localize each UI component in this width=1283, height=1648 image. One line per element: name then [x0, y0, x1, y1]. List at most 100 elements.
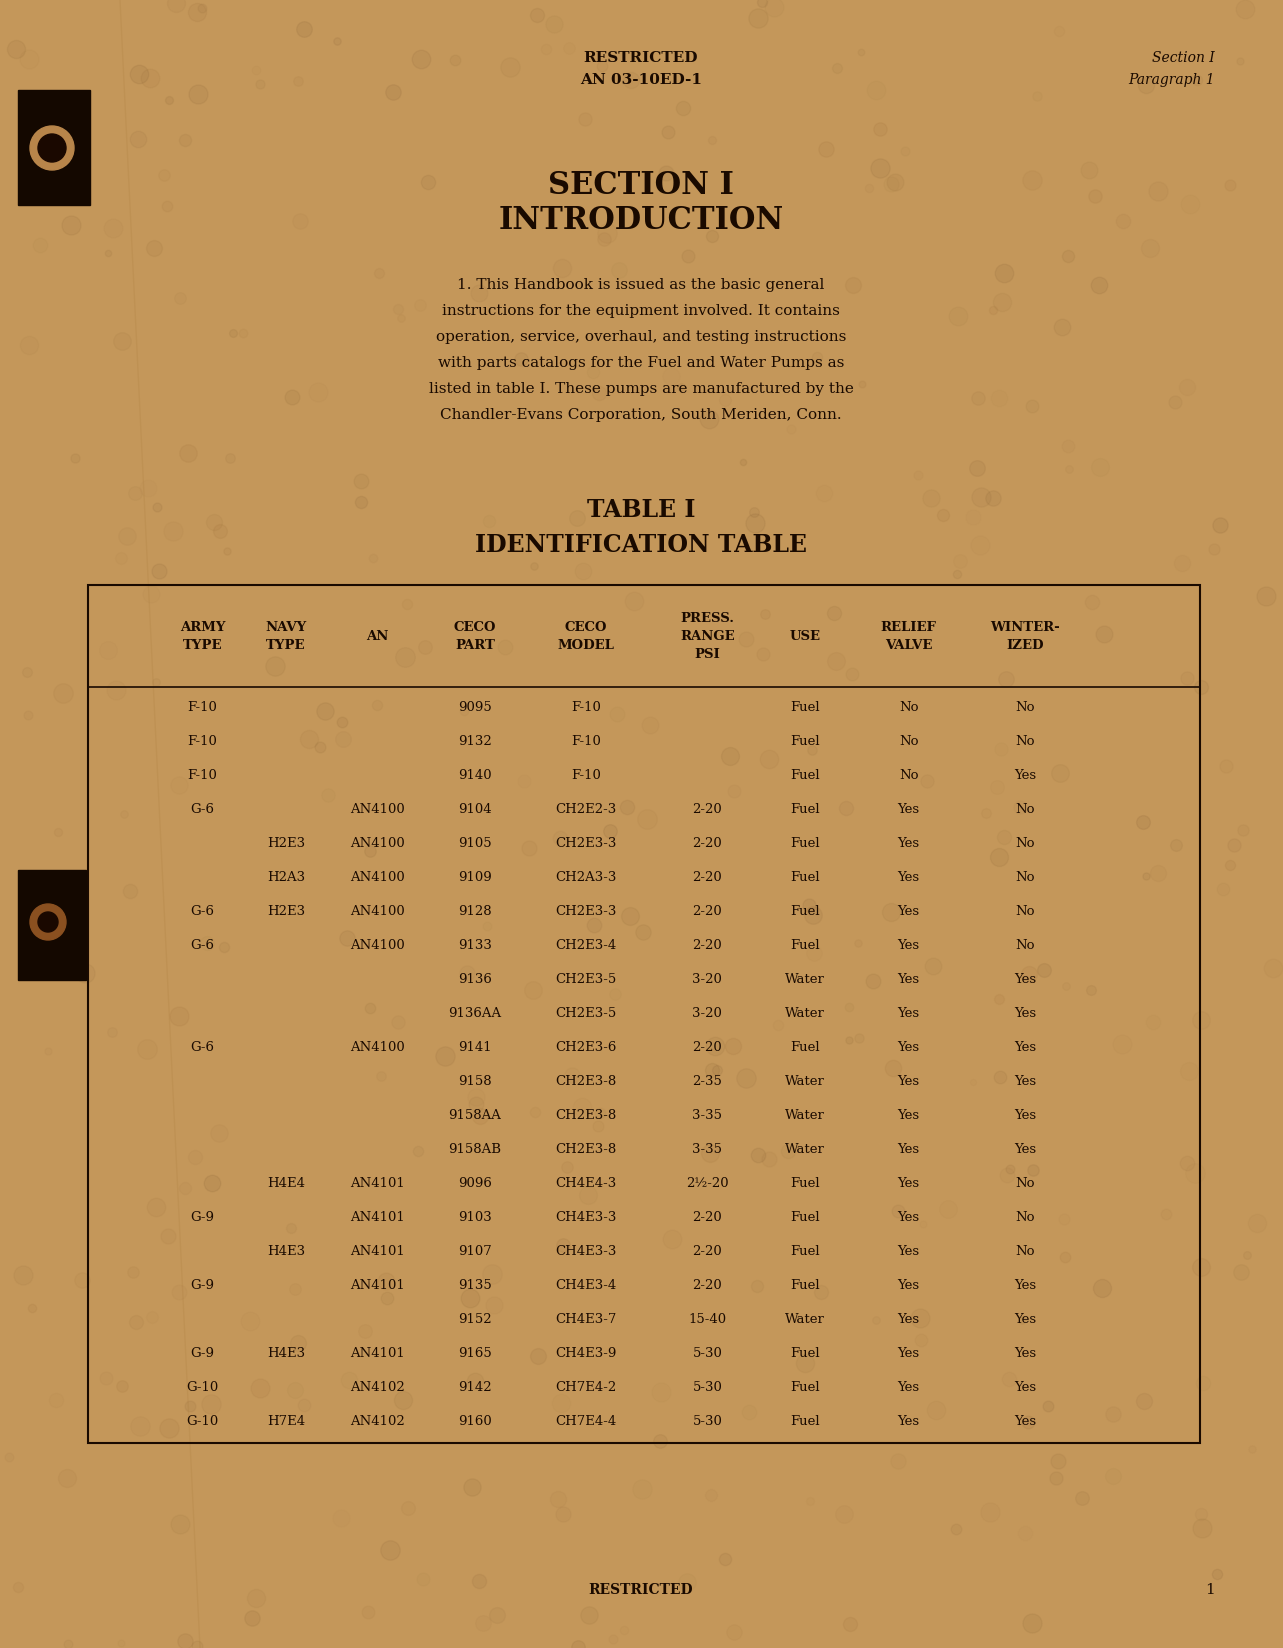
Point: [938, 1196, 958, 1223]
Point: [744, 511, 765, 537]
Point: [704, 1033, 725, 1060]
Point: [1048, 18, 1069, 44]
Point: [748, 5, 769, 31]
Point: [1017, 1409, 1038, 1435]
Point: [639, 712, 659, 738]
Point: [1052, 313, 1073, 339]
Point: [983, 297, 1003, 323]
Point: [409, 292, 430, 318]
Text: Yes: Yes: [898, 1381, 920, 1394]
Point: [395, 644, 416, 671]
Point: [249, 71, 269, 97]
Text: H7E4: H7E4: [267, 1416, 305, 1427]
Point: [159, 1416, 180, 1442]
Point: [1057, 433, 1078, 460]
Point: [588, 1112, 608, 1139]
Point: [122, 1259, 142, 1285]
Text: 9132: 9132: [458, 735, 491, 748]
Text: Yes: Yes: [898, 837, 920, 850]
Text: Fuel: Fuel: [790, 735, 820, 748]
Text: 9158AA: 9158AA: [449, 1109, 502, 1122]
Point: [241, 1605, 262, 1632]
Point: [1135, 862, 1156, 888]
Text: CH2A3-3: CH2A3-3: [556, 870, 617, 883]
Text: Yes: Yes: [1015, 1346, 1037, 1360]
Circle shape: [30, 905, 65, 939]
Point: [658, 119, 679, 145]
Point: [1224, 832, 1245, 859]
Text: 2-20: 2-20: [693, 1042, 722, 1055]
Point: [811, 1279, 831, 1305]
Point: [1102, 1463, 1123, 1490]
Text: RESTRICTED: RESTRICTED: [589, 1584, 693, 1597]
Text: instructions for the equipment involved. It contains: instructions for the equipment involved.…: [443, 303, 840, 318]
Text: No: No: [1016, 870, 1035, 883]
Point: [1019, 961, 1039, 987]
Point: [921, 485, 942, 511]
Text: TABLE I: TABLE I: [586, 498, 695, 522]
Point: [722, 1033, 743, 1060]
Point: [281, 384, 302, 410]
Point: [377, 1284, 398, 1310]
Point: [911, 1327, 931, 1353]
Point: [866, 1307, 887, 1333]
Point: [699, 405, 720, 432]
Text: CH4E3-7: CH4E3-7: [556, 1313, 617, 1327]
Point: [843, 272, 863, 298]
Point: [112, 328, 132, 354]
Text: Fuel: Fuel: [790, 1279, 820, 1292]
Point: [376, 1267, 396, 1294]
Text: Yes: Yes: [898, 1211, 920, 1224]
Point: [1203, 536, 1224, 562]
Text: Yes: Yes: [898, 1244, 920, 1257]
Point: [103, 214, 123, 241]
Text: 9105: 9105: [458, 837, 491, 850]
Point: [105, 676, 126, 702]
Point: [575, 105, 595, 132]
Text: AN4102: AN4102: [350, 1381, 404, 1394]
Point: [550, 824, 571, 850]
Text: CH4E3-3: CH4E3-3: [556, 1244, 617, 1257]
Text: Fuel: Fuel: [790, 1346, 820, 1360]
Circle shape: [38, 133, 65, 162]
Text: Yes: Yes: [898, 1074, 920, 1088]
Point: [916, 768, 937, 794]
Point: [650, 1378, 671, 1404]
Point: [98, 636, 118, 662]
Point: [309, 733, 330, 760]
Point: [169, 1002, 190, 1028]
Point: [1193, 1369, 1214, 1396]
Point: [418, 170, 439, 196]
Text: AN4101: AN4101: [350, 1346, 404, 1360]
Text: Yes: Yes: [1015, 1279, 1037, 1292]
Point: [380, 1538, 400, 1564]
Text: Yes: Yes: [898, 1416, 920, 1427]
Text: 5-30: 5-30: [693, 1381, 722, 1394]
Point: [1089, 272, 1110, 298]
Point: [662, 1226, 683, 1252]
Text: Fuel: Fuel: [790, 837, 820, 850]
Point: [989, 1063, 1010, 1089]
Point: [110, 545, 131, 572]
Point: [331, 1505, 352, 1531]
Point: [1134, 1388, 1155, 1414]
Point: [5, 36, 26, 63]
Text: operation, service, overhaul, and testing instructions: operation, service, overhaul, and testin…: [436, 330, 847, 344]
Point: [883, 1055, 903, 1081]
Point: [484, 1292, 504, 1318]
Point: [204, 509, 225, 536]
Point: [849, 1025, 870, 1051]
Point: [649, 1427, 670, 1454]
Point: [804, 939, 825, 966]
Point: [1021, 1610, 1042, 1636]
Point: [294, 16, 314, 43]
Point: [839, 1027, 860, 1053]
Text: 2-20: 2-20: [693, 1211, 722, 1224]
Point: [514, 768, 535, 794]
Text: Yes: Yes: [898, 1042, 920, 1055]
Point: [128, 125, 149, 152]
Point: [763, 0, 784, 21]
Text: MODEL: MODEL: [558, 638, 615, 651]
Text: F-10: F-10: [571, 735, 602, 748]
Bar: [89, 585, 1200, 1444]
